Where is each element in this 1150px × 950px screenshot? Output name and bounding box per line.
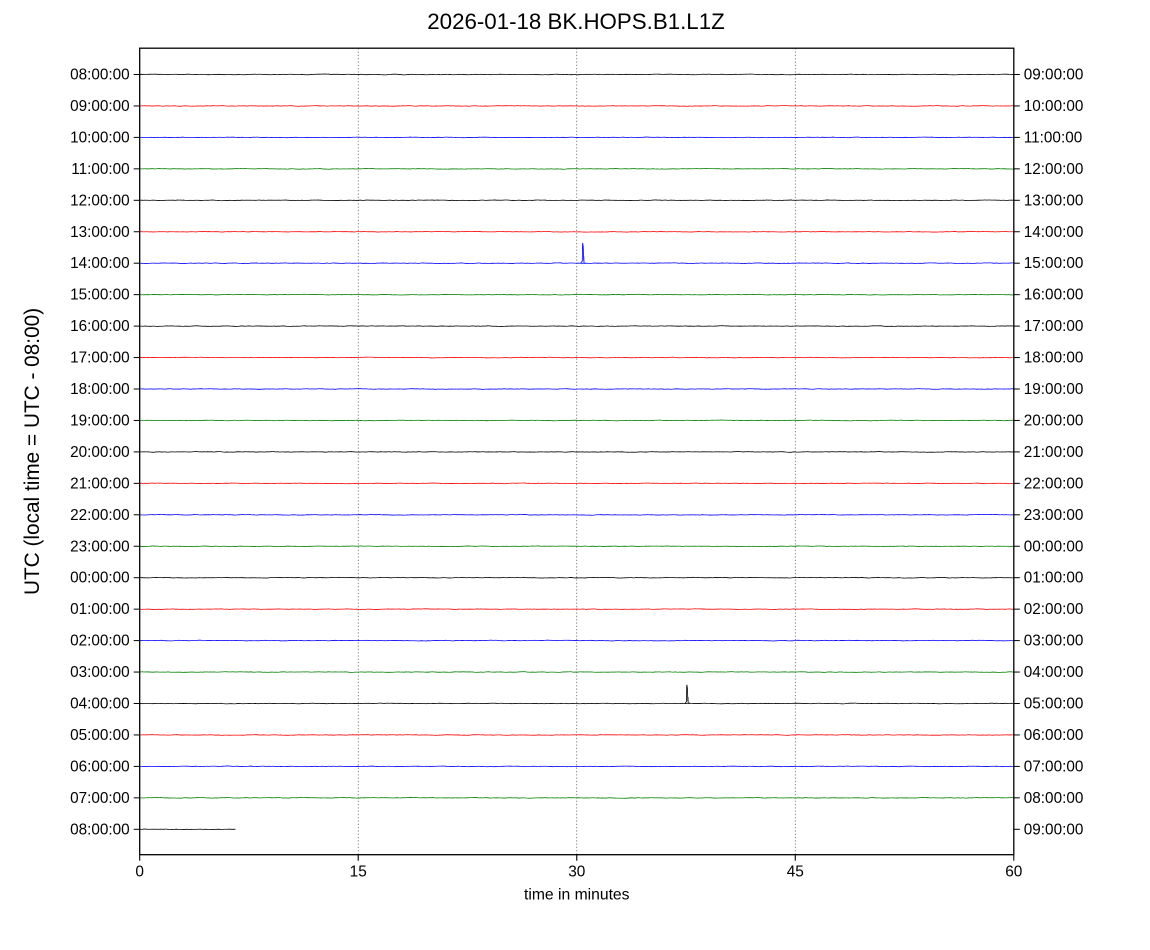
svg-text:09:00:00: 09:00:00: [1024, 67, 1084, 84]
svg-text:07:00:00: 07:00:00: [70, 790, 130, 807]
svg-text:02:00:00: 02:00:00: [1024, 601, 1084, 618]
svg-text:07:00:00: 07:00:00: [1024, 758, 1084, 775]
svg-text:20:00:00: 20:00:00: [70, 444, 130, 461]
svg-text:11:00:00: 11:00:00: [71, 161, 129, 178]
svg-text:15:00:00: 15:00:00: [70, 287, 130, 304]
svg-text:18:00:00: 18:00:00: [70, 381, 130, 398]
svg-text:0: 0: [135, 864, 144, 881]
svg-text:02:00:00: 02:00:00: [70, 633, 130, 650]
svg-text:12:00:00: 12:00:00: [1024, 161, 1084, 178]
svg-text:08:00:00: 08:00:00: [1024, 790, 1084, 807]
svg-text:04:00:00: 04:00:00: [70, 696, 130, 713]
svg-text:17:00:00: 17:00:00: [70, 350, 130, 367]
svg-text:13:00:00: 13:00:00: [1024, 192, 1084, 209]
svg-text:04:00:00: 04:00:00: [1024, 664, 1084, 681]
svg-text:23:00:00: 23:00:00: [1024, 507, 1084, 524]
svg-text:60: 60: [1005, 864, 1022, 881]
svg-text:21:00:00: 21:00:00: [70, 475, 130, 492]
svg-text:10:00:00: 10:00:00: [1024, 98, 1084, 115]
svg-text:19:00:00: 19:00:00: [1024, 381, 1084, 398]
svg-text:23:00:00: 23:00:00: [70, 538, 130, 555]
svg-text:17:00:00: 17:00:00: [1024, 318, 1084, 335]
svg-text:45: 45: [787, 864, 804, 881]
svg-text:18:00:00: 18:00:00: [1024, 350, 1084, 367]
svg-text:time in minutes: time in minutes: [524, 887, 630, 904]
svg-text:01:00:00: 01:00:00: [1024, 570, 1084, 587]
svg-text:21:00:00: 21:00:00: [1024, 444, 1084, 461]
svg-text:22:00:00: 22:00:00: [1024, 475, 1084, 492]
svg-text:08:00:00: 08:00:00: [70, 67, 130, 84]
svg-text:06:00:00: 06:00:00: [70, 758, 130, 775]
svg-text:15: 15: [350, 864, 367, 881]
svg-text:19:00:00: 19:00:00: [70, 412, 130, 429]
svg-text:01:00:00: 01:00:00: [70, 601, 130, 618]
svg-text:30: 30: [568, 864, 585, 881]
svg-text:20:00:00: 20:00:00: [1024, 412, 1084, 429]
svg-text:05:00:00: 05:00:00: [1024, 696, 1084, 713]
svg-text:05:00:00: 05:00:00: [70, 727, 130, 744]
svg-text:14:00:00: 14:00:00: [70, 255, 130, 272]
svg-text:09:00:00: 09:00:00: [70, 98, 130, 115]
svg-text:12:00:00: 12:00:00: [70, 192, 130, 209]
svg-text:06:00:00: 06:00:00: [1024, 727, 1084, 744]
svg-text:2026-01-18 BK.HOPS.B1.L1Z: 2026-01-18 BK.HOPS.B1.L1Z: [427, 9, 724, 34]
svg-text:10:00:00: 10:00:00: [70, 129, 130, 146]
svg-text:00:00:00: 00:00:00: [70, 570, 130, 587]
svg-text:08:00:00: 08:00:00: [70, 821, 130, 838]
svg-text:03:00:00: 03:00:00: [70, 664, 130, 681]
svg-text:22:00:00: 22:00:00: [70, 507, 130, 524]
svg-text:UTC (local time = UTC - 08:00): UTC (local time = UTC - 08:00): [21, 308, 44, 595]
svg-text:16:00:00: 16:00:00: [70, 318, 130, 335]
svg-text:03:00:00: 03:00:00: [1024, 633, 1084, 650]
svg-text:14:00:00: 14:00:00: [1024, 224, 1084, 241]
svg-text:09:00:00: 09:00:00: [1024, 821, 1084, 838]
svg-text:16:00:00: 16:00:00: [1024, 287, 1084, 304]
svg-text:11:00:00: 11:00:00: [1024, 129, 1082, 146]
svg-text:13:00:00: 13:00:00: [70, 224, 130, 241]
svg-text:15:00:00: 15:00:00: [1024, 255, 1084, 272]
svg-text:00:00:00: 00:00:00: [1024, 538, 1084, 555]
